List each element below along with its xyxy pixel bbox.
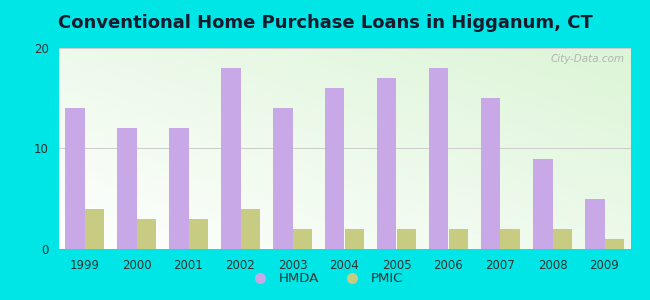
- Legend: HMDA, PMIC: HMDA, PMIC: [242, 267, 408, 290]
- Bar: [448, 229, 468, 249]
- Bar: [396, 229, 416, 249]
- Text: City-Data.com: City-Data.com: [551, 54, 625, 64]
- Bar: [604, 239, 624, 249]
- Bar: [429, 68, 448, 249]
- Bar: [585, 199, 604, 249]
- Bar: [325, 88, 344, 249]
- Bar: [84, 209, 104, 249]
- Bar: [552, 229, 572, 249]
- Bar: [500, 229, 520, 249]
- Bar: [481, 98, 500, 249]
- Bar: [136, 219, 156, 249]
- Bar: [65, 108, 84, 249]
- Bar: [344, 229, 364, 249]
- Text: Conventional Home Purchase Loans in Higganum, CT: Conventional Home Purchase Loans in Higg…: [58, 14, 592, 32]
- Bar: [533, 158, 552, 249]
- Bar: [377, 78, 396, 249]
- Bar: [188, 219, 208, 249]
- Bar: [240, 209, 260, 249]
- Bar: [117, 128, 136, 249]
- Bar: [221, 68, 240, 249]
- Bar: [292, 229, 312, 249]
- Bar: [169, 128, 188, 249]
- Bar: [273, 108, 292, 249]
